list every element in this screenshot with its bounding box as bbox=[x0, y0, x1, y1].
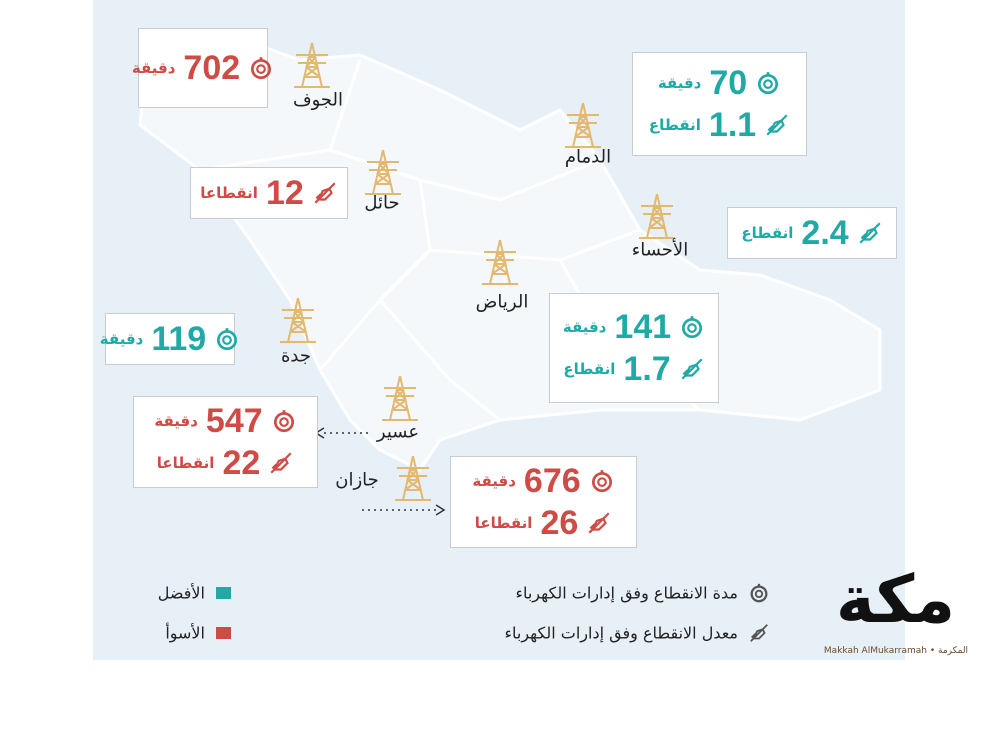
outages-value: 2.4 bbox=[801, 214, 849, 252]
duration-row: 676 دقيقة bbox=[472, 462, 614, 500]
outages-value: 1.7 bbox=[623, 350, 671, 388]
callout-box: 119 دقيقة bbox=[100, 313, 238, 365]
legend-best: الأفضل bbox=[157, 583, 205, 603]
logo-subtitle: Makkah AlMukarramah • المكرمة bbox=[823, 646, 969, 656]
tower-icon bbox=[294, 42, 330, 88]
outages-value: 26 bbox=[540, 504, 579, 542]
region-label: الرياض bbox=[475, 291, 529, 313]
legend-worst: الأسوأ bbox=[165, 623, 205, 643]
tower-icon bbox=[565, 102, 601, 148]
duration-row: 70 دقيقة bbox=[658, 64, 781, 102]
duration-unit: دقيقة bbox=[657, 74, 702, 92]
outage-icon bbox=[766, 114, 788, 136]
duration-value: 119 bbox=[151, 320, 207, 358]
duration-unit: دقيقة bbox=[154, 412, 198, 430]
tower-icon bbox=[395, 455, 431, 501]
outages-unit: انقطاع bbox=[741, 224, 794, 242]
outages-unit: انقطاع bbox=[648, 116, 701, 134]
outages-unit: انقطاعا bbox=[200, 184, 258, 202]
legend-outages: معدل الانقطاع وفق إدارات الكهرباء bbox=[504, 623, 739, 643]
legend-swatch bbox=[216, 587, 231, 599]
outage-icon bbox=[681, 358, 703, 380]
tower-icon bbox=[280, 297, 316, 343]
duration-value: 70 bbox=[709, 64, 748, 102]
duration-unit: دقيقة bbox=[99, 330, 144, 348]
outages-unit: انقطاع bbox=[563, 360, 616, 378]
region-label: عسير bbox=[376, 421, 420, 443]
callout-box: 547 دقيقة 22 انقطاعا bbox=[133, 396, 318, 488]
outage-icon bbox=[859, 222, 881, 244]
region-label: الجوف bbox=[292, 89, 344, 111]
duration-value: 547 bbox=[205, 402, 263, 440]
tower-icon bbox=[365, 149, 401, 195]
duration-unit: دقيقة bbox=[472, 472, 516, 490]
callout-box: 676 دقيقة 26 انقطاعا bbox=[450, 456, 637, 548]
region-label: جدة bbox=[280, 345, 312, 367]
clock-icon bbox=[251, 57, 272, 80]
clock-icon bbox=[217, 328, 238, 351]
clock-icon bbox=[682, 316, 703, 339]
outages-value: 22 bbox=[222, 444, 261, 482]
duration-unit: دقيقة bbox=[131, 59, 176, 77]
callout-box: 2.4 انقطاع bbox=[727, 207, 897, 259]
clock-icon bbox=[758, 72, 779, 95]
outages-row: 12 انقطاعا bbox=[200, 174, 338, 212]
callout-box: 702 دقيقة bbox=[132, 28, 272, 108]
outages-unit: انقطاعا bbox=[156, 454, 215, 472]
callout-box: 141 دقيقة 1.7 انقطاع bbox=[549, 293, 719, 403]
region-label: الدمام bbox=[564, 146, 612, 168]
arrow bbox=[320, 432, 440, 511]
tower-icon bbox=[482, 239, 518, 285]
duration-unit: دقيقة bbox=[562, 318, 607, 336]
clock-icon bbox=[750, 583, 768, 603]
duration-row: 547 دقيقة bbox=[154, 402, 296, 440]
duration-value: 676 bbox=[523, 462, 581, 500]
outage-icon bbox=[750, 624, 768, 642]
outages-value: 1.1 bbox=[708, 106, 757, 144]
legend-icon bbox=[748, 622, 770, 644]
outages-value: 12 bbox=[265, 174, 304, 212]
clock-icon bbox=[273, 410, 294, 433]
duration-value: 702 bbox=[183, 49, 241, 87]
outage-icon bbox=[588, 512, 610, 534]
logo: مكة bbox=[835, 561, 956, 638]
outages-row: 22 انقطاعا bbox=[157, 444, 295, 482]
duration-row: 119 دقيقة bbox=[100, 320, 240, 358]
duration-row: 702 دقيقة bbox=[132, 49, 274, 87]
callout-box: 12 انقطاعا bbox=[190, 167, 348, 219]
outages-row: 1.7 انقطاع bbox=[563, 350, 704, 388]
outages-row: 2.4 انقطاع bbox=[741, 214, 882, 252]
clock-icon bbox=[591, 470, 612, 493]
outages-unit: انقطاعا bbox=[474, 514, 533, 532]
tower-icon bbox=[639, 193, 675, 239]
legend-icon bbox=[748, 582, 770, 604]
callout-box: 70 دقيقة 1.1 انقطاع bbox=[632, 52, 807, 156]
region-label: الأحساء bbox=[631, 239, 689, 261]
outages-row: 26 انقطاعا bbox=[475, 504, 613, 542]
duration-value: 141 bbox=[614, 308, 672, 346]
outage-icon bbox=[270, 452, 292, 474]
tower-icon bbox=[382, 375, 418, 421]
outages-row: 1.1 انقطاع bbox=[649, 106, 790, 144]
legend-duration: مدة الانقطاع وفق إدارات الكهرباء bbox=[515, 583, 738, 603]
duration-row: 141 دقيقة bbox=[563, 308, 705, 346]
legend-swatch bbox=[216, 627, 231, 639]
region-label: حائل bbox=[364, 192, 400, 214]
outage-icon bbox=[314, 182, 336, 204]
region-borders bbox=[199, 59, 701, 422]
region-label: جازان bbox=[335, 469, 379, 491]
